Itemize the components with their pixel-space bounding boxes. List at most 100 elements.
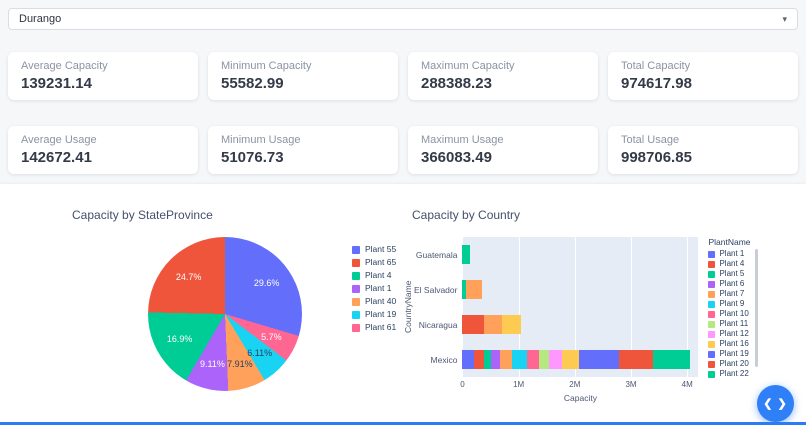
bar-segment[interactable]	[473, 350, 484, 369]
bar-legend-item[interactable]: Plant 19	[708, 349, 750, 359]
bar-legend: Plant 1 Plant 4 Plant 5 Plant 6 Plant 7 Plant…	[708, 249, 750, 379]
stat-value: 998706.85	[621, 149, 692, 166]
legend-label: Plant 5	[719, 269, 745, 278]
chevron-down-icon: ▾	[782, 13, 787, 24]
bar-legend-item[interactable]: Plant 20	[708, 359, 750, 369]
stat-label: Total Usage	[621, 134, 680, 146]
bar-legend-item[interactable]: Plant 5	[708, 269, 750, 279]
bar-segment[interactable]	[462, 280, 466, 299]
legend-swatch	[352, 323, 360, 332]
gridline	[518, 237, 520, 377]
legend-label: Plant 1	[365, 283, 392, 293]
pie-legend-item[interactable]: Plant 61	[352, 321, 396, 334]
x-tick-label: 0	[460, 380, 465, 389]
bar-legend-item[interactable]: Plant 9	[708, 299, 750, 309]
bar-y-labels: Guatemala El Salvador Nicaragua Mexico	[414, 237, 462, 377]
y-tick-label: El Salvador	[414, 284, 458, 295]
legend-scrollbar[interactable]	[754, 249, 758, 367]
bar-segment[interactable]	[465, 280, 483, 299]
stat-value: 142672.41	[21, 149, 92, 166]
legend-label: Plant 12	[719, 329, 749, 338]
legend-label: Plant 10	[719, 309, 749, 318]
bar-legend-item[interactable]: Plant 10	[708, 309, 750, 319]
bar-segment[interactable]	[500, 350, 512, 369]
pie-slice-label: 7.91%	[227, 358, 253, 369]
legend-label: Plant 22	[719, 369, 749, 378]
stat-card-maximum-usage: Maximum Usage 366083.49	[408, 126, 598, 174]
bar-legend-item[interactable]: Plant 16	[708, 339, 750, 349]
bar-stack	[462, 245, 698, 264]
stat-card-minimum-usage: Minimum Usage 51076.73	[208, 126, 398, 174]
legend-label: Plant 19	[719, 349, 749, 358]
bar-legend-item[interactable]: Plant 11	[708, 319, 750, 329]
expand-fab[interactable]: ❮ ❯	[757, 385, 794, 422]
state-select[interactable]: Durango ▾	[8, 8, 798, 30]
pie-chart-title: Capacity by StateProvince	[72, 208, 213, 222]
bar-segment[interactable]	[538, 350, 549, 369]
pie-legend-item[interactable]: Plant 55	[352, 243, 396, 256]
bar-plot[interactable]	[462, 237, 699, 377]
x-tick-label: 3M	[625, 380, 637, 389]
legend-label: Plant 4	[719, 259, 745, 268]
bar-segment[interactable]	[548, 350, 563, 369]
legend-label: Plant 1	[719, 249, 745, 258]
pie-slice-label: 6.11%	[247, 347, 273, 358]
bar-segment[interactable]	[462, 315, 484, 334]
legend-swatch	[708, 250, 716, 258]
stat-label: Average Capacity	[21, 60, 108, 72]
stat-value: 366083.49	[421, 149, 492, 166]
stat-label: Minimum Usage	[221, 134, 301, 146]
bar-segment[interactable]	[618, 350, 654, 369]
legend-label: Plant 61	[365, 322, 397, 332]
pie-legend-item[interactable]: Plant 19	[352, 308, 396, 321]
bar-segment[interactable]	[511, 350, 527, 369]
stat-value: 139231.14	[21, 75, 92, 92]
stat-label: Maximum Usage	[421, 134, 504, 146]
bar-body: CountryName Guatemala El Salvador Nicaragu…	[402, 237, 806, 403]
legend-swatch	[352, 245, 360, 254]
gridline	[574, 237, 576, 377]
legend-label: Plant 40	[365, 296, 397, 306]
bar-segment[interactable]	[562, 350, 580, 369]
bar-legend-item[interactable]: Plant 1	[708, 249, 750, 259]
bar-segment[interactable]	[526, 350, 539, 369]
bar-segment[interactable]	[462, 245, 470, 264]
y-axis-title: CountryName	[403, 280, 413, 334]
pie-legend-item[interactable]: Plant 1	[352, 282, 396, 295]
legend-label: Plant 19	[365, 309, 397, 319]
bar-legend-item[interactable]: Plant 6	[708, 279, 750, 289]
pie-slice-label: 9.11%	[200, 359, 225, 370]
bar-stack	[462, 280, 698, 299]
bar-segment[interactable]	[491, 350, 501, 369]
bar-stack	[462, 350, 698, 369]
legend-swatch	[708, 290, 716, 298]
bar-legend-item[interactable]: Plant 4	[708, 259, 750, 269]
legend-swatch	[352, 258, 360, 267]
pie-legend-item[interactable]: Plant 65	[352, 256, 396, 269]
bar-row	[462, 342, 698, 377]
legend-swatch	[708, 320, 716, 328]
legend-swatch	[708, 360, 716, 368]
y-tick-label: Nicaragua	[418, 319, 458, 330]
legend-label: Plant 55	[365, 244, 397, 254]
capacity-stats-row: Average Capacity 139231.14 Minimum Capac…	[8, 52, 798, 100]
legend-swatch	[708, 350, 716, 358]
legend-label: Plant 4	[365, 270, 392, 280]
legend-label: Plant 6	[719, 279, 745, 288]
bar-segment[interactable]	[483, 350, 492, 369]
bar-legend-item[interactable]: Plant 12	[708, 329, 750, 339]
bar-legend-item[interactable]: Plant 7	[708, 289, 750, 299]
legend-label: Plant 7	[719, 289, 745, 298]
stat-card-average-usage: Average Usage 142672.41	[8, 126, 198, 174]
stat-value: 51076.73	[221, 149, 284, 166]
bar-segment[interactable]	[579, 350, 619, 369]
bar-legend-item[interactable]: Plant 22	[708, 369, 750, 379]
pie-legend-item[interactable]: Plant 4	[352, 269, 396, 282]
bar-segment[interactable]	[502, 315, 522, 334]
bar-segment[interactable]	[462, 350, 474, 369]
pie-legend-item[interactable]: Plant 40	[352, 295, 396, 308]
pie-legend: Plant 55 Plant 65 Plant 4 Plant 1 Plant 40 Pl…	[352, 243, 396, 334]
bar-segment[interactable]	[653, 350, 690, 369]
bar-segment[interactable]	[483, 315, 503, 334]
pie[interactable]: 29.6% 5.7% 6.11% 7.91% 9.11% 16.9% 24.7%	[148, 237, 302, 391]
